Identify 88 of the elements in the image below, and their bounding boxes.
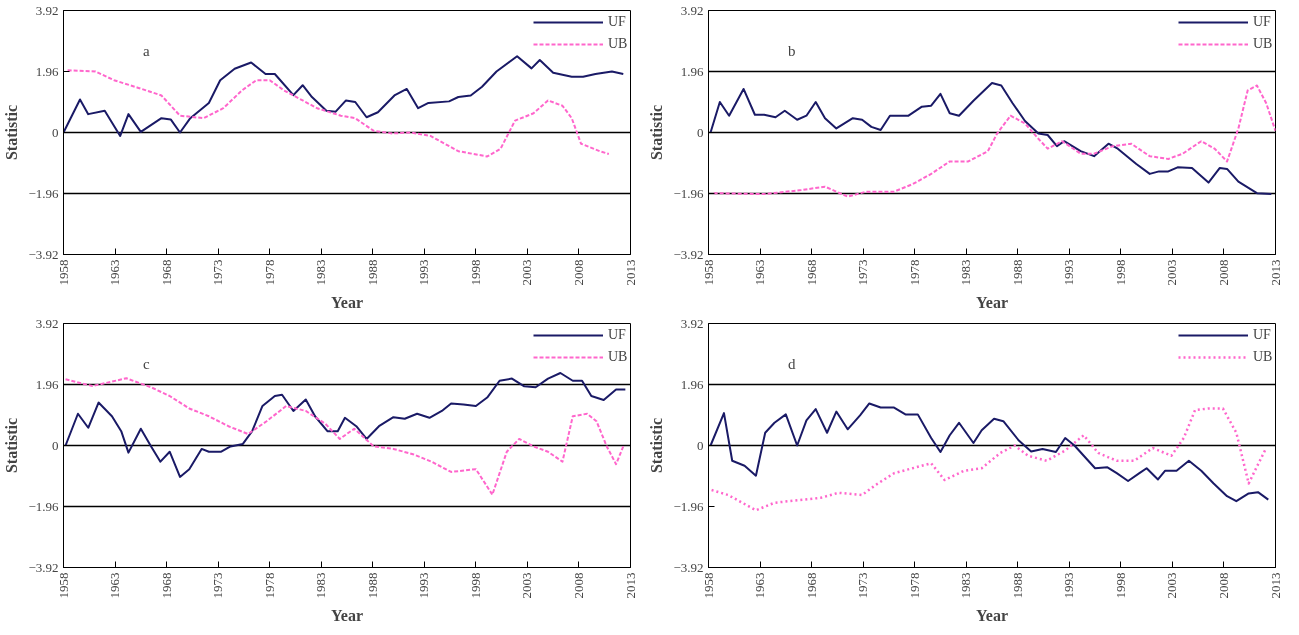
x-tick-label: 1973 (210, 259, 226, 286)
y-tick-label: 3.92 (35, 2, 59, 18)
y-tick-label: −1.96 (28, 498, 59, 514)
x-tick-label: 1998 (467, 259, 483, 286)
x-tick-label: 1963 (752, 259, 768, 286)
y-tick-label: 1.96 (35, 63, 59, 79)
x-axis-title: Year (976, 606, 1008, 624)
x-tick-label: 2013 (622, 572, 638, 599)
x-tick-label: 1988 (1009, 572, 1025, 599)
x-tick-label: 2003 (519, 259, 535, 286)
y-axis-title: Statistic (3, 417, 21, 474)
annotation: b (787, 43, 796, 60)
x-tick-label: 2003 (1164, 259, 1180, 286)
y-tick-label: −3.92 (673, 559, 704, 575)
x-tick-label: 1983 (958, 572, 974, 599)
x-tick-label: 1963 (752, 572, 768, 599)
y-tick-label: 1.96 (680, 63, 704, 79)
x-tick-label: 1983 (958, 259, 974, 286)
y-tick-label: 1.96 (35, 376, 59, 392)
x-tick-label: 1978 (906, 572, 922, 599)
x-tick-label: 1993 (1061, 259, 1077, 286)
y-axis-title: Statistic (648, 417, 666, 474)
x-tick-label: 1968 (803, 259, 819, 286)
x-tick-label: 1978 (906, 259, 922, 286)
x-tick-label: 1968 (803, 572, 819, 599)
annotation: a (142, 43, 150, 60)
x-tick-label: 2013 (622, 259, 638, 286)
x-tick-label: 1958 (55, 259, 71, 286)
x-tick-label: 2008 (1215, 572, 1231, 599)
legend-label: UB (608, 349, 628, 365)
x-tick-label: 1993 (416, 572, 432, 599)
x-tick-label: 1968 (158, 572, 174, 599)
x-tick-label: 1993 (1061, 572, 1077, 599)
y-tick-label: 0 (52, 124, 59, 140)
x-tick-label: 1998 (1112, 259, 1128, 286)
legend-label: UF (608, 14, 627, 30)
x-tick-label: 1988 (364, 259, 380, 286)
legend-label: UB (1253, 349, 1273, 365)
y-tick-label: 3.92 (680, 315, 704, 331)
x-tick-label: 1973 (855, 572, 871, 599)
y-tick-label: −3.92 (673, 246, 704, 262)
annotation: c (142, 356, 150, 373)
annotation: d (787, 356, 796, 373)
y-tick-label: 3.92 (35, 315, 59, 331)
x-tick-label: 1978 (261, 259, 277, 286)
x-tick-label: 1958 (700, 572, 716, 599)
x-axis-title: Year (976, 293, 1008, 311)
y-tick-label: 3.92 (680, 2, 704, 18)
y-tick-label: 0 (697, 437, 704, 453)
x-axis-title: Year (331, 293, 363, 311)
y-tick-label: −3.92 (28, 246, 59, 262)
legend-label: UB (608, 36, 628, 52)
y-axis-title: Statistic (3, 104, 21, 161)
legend-label: UF (1253, 327, 1272, 343)
x-tick-label: 1988 (364, 572, 380, 599)
x-tick-label: 2013 (1267, 572, 1283, 599)
x-tick-label: 2013 (1267, 259, 1283, 286)
y-tick-label: −1.96 (673, 498, 704, 514)
y-tick-label: 0 (52, 437, 59, 453)
x-tick-label: 2003 (1164, 572, 1180, 599)
x-tick-label: 1998 (467, 572, 483, 599)
y-tick-label: 0 (697, 124, 704, 140)
x-tick-label: 1963 (107, 572, 123, 599)
x-tick-label: 1998 (1112, 572, 1128, 599)
x-tick-label: 2008 (570, 572, 586, 599)
x-tick-label: 2008 (570, 259, 586, 286)
x-tick-label: 1988 (1009, 259, 1025, 286)
y-tick-label: 1.96 (680, 376, 704, 392)
y-tick-label: −1.96 (28, 185, 59, 201)
x-tick-label: 1983 (313, 259, 329, 286)
x-tick-label: 1993 (416, 259, 432, 286)
x-tick-label: 1978 (261, 572, 277, 599)
legend-label: UF (608, 327, 627, 343)
x-tick-label: 1983 (313, 572, 329, 599)
x-tick-label: 1968 (158, 259, 174, 286)
x-tick-label: 1973 (210, 572, 226, 599)
y-axis-title: Statistic (648, 104, 666, 161)
y-tick-label: −1.96 (673, 185, 704, 201)
y-tick-label: −3.92 (28, 559, 59, 575)
x-tick-label: 2003 (519, 572, 535, 599)
legend-label: UB (1253, 36, 1273, 52)
x-tick-label: 1958 (55, 572, 71, 599)
legend-label: UF (1253, 14, 1272, 30)
x-tick-label: 1973 (855, 259, 871, 286)
x-axis-title: Year (331, 606, 363, 624)
x-tick-label: 2008 (1215, 259, 1231, 286)
x-tick-label: 1963 (107, 259, 123, 286)
x-tick-label: 1958 (700, 259, 716, 286)
